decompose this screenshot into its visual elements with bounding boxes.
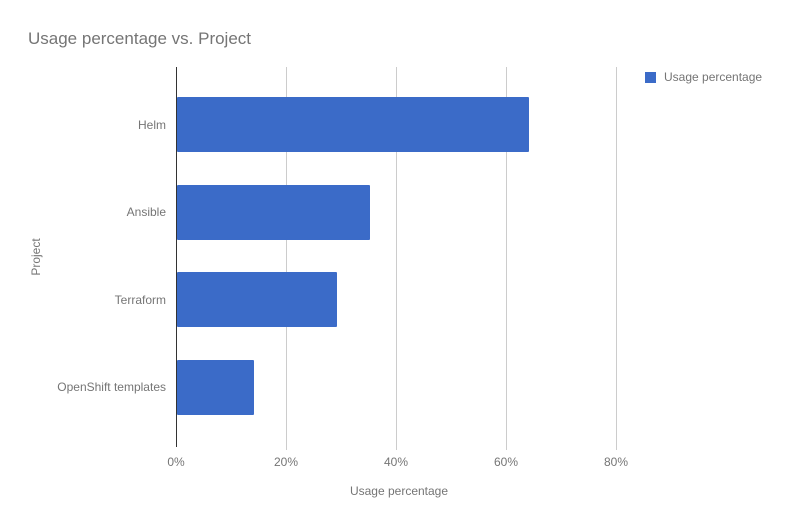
legend-color-swatch bbox=[645, 71, 656, 83]
gridline bbox=[286, 67, 287, 450]
x-tick-label: 20% bbox=[273, 455, 299, 469]
bar-ansible[interactable] bbox=[177, 184, 370, 240]
plot-area: 0% 20% 40% 60% 80% bbox=[167, 67, 628, 469]
x-axis-title: Usage percentage bbox=[349, 484, 449, 498]
x-tick-label: 60% bbox=[493, 455, 519, 469]
x-tick-label: 80% bbox=[603, 455, 629, 469]
category-label: OpenShift templates bbox=[57, 380, 166, 395]
x-tick-label: 0% bbox=[167, 455, 185, 469]
bar-rows: Helm Ansible Terraform OpenShift templates bbox=[0, 81, 788, 431]
bar-row: Helm bbox=[0, 81, 788, 169]
category-label: Ansible bbox=[126, 205, 166, 220]
category-label: Helm bbox=[137, 117, 166, 132]
x-tick-label: 40% bbox=[383, 455, 409, 469]
bar-terraform[interactable] bbox=[177, 272, 337, 328]
bar-row: Ansible bbox=[0, 169, 788, 257]
gridline bbox=[616, 67, 617, 450]
bar-row: OpenShift templates bbox=[0, 344, 788, 432]
y-axis-line bbox=[176, 67, 177, 447]
bar-helm[interactable] bbox=[177, 97, 529, 153]
chart-title: Usage percentage vs. Project bbox=[28, 29, 252, 48]
y-axis-title: Project bbox=[29, 238, 43, 276]
bar-openshift-templates[interactable] bbox=[177, 359, 254, 415]
bar-row: Terraform bbox=[0, 256, 788, 344]
gridline bbox=[396, 67, 397, 450]
gridline bbox=[506, 67, 507, 450]
category-label: Terraform bbox=[114, 292, 166, 307]
legend-label: Usage percentage bbox=[664, 70, 763, 84]
legend: Usage percentage bbox=[645, 70, 762, 84]
